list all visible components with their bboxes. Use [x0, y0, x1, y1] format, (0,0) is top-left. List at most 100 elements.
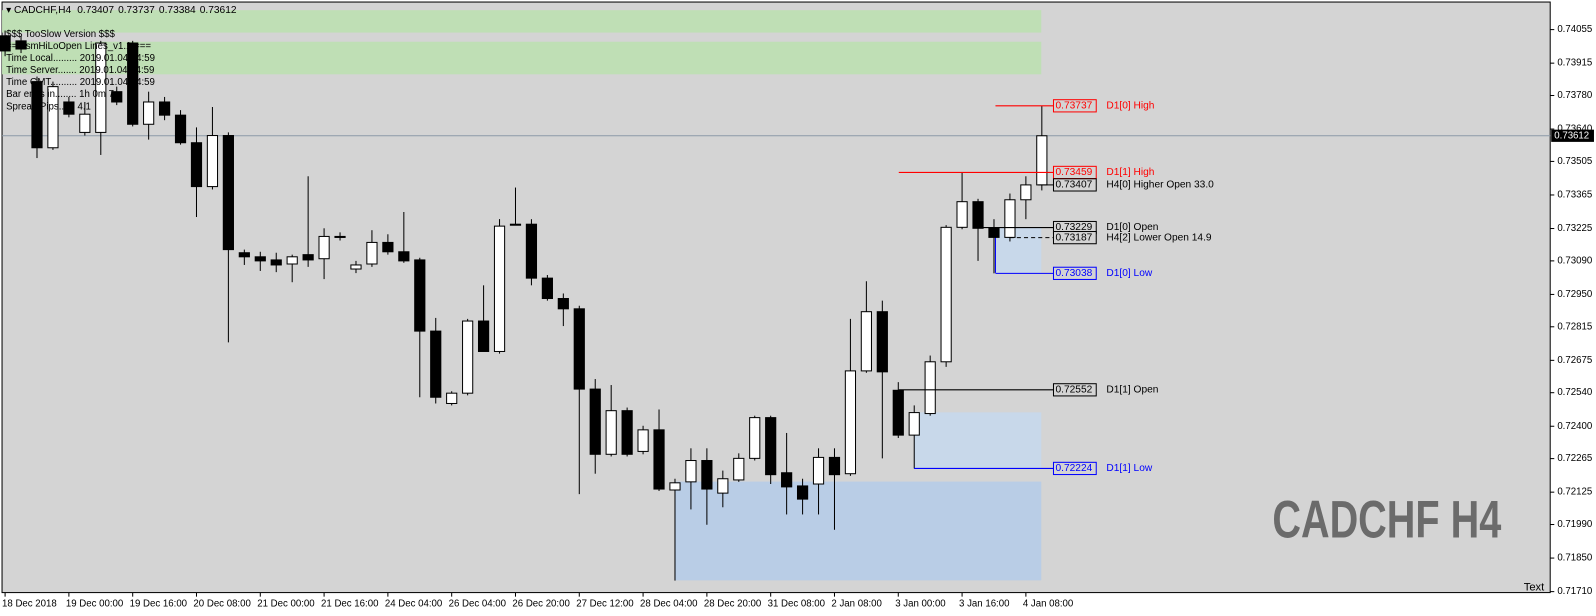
x-tick-label: 19 Dec 16:00	[130, 598, 187, 609]
close: 0.73612	[200, 5, 237, 16]
symbol: CADCHF,H4	[14, 5, 71, 16]
candle-body	[749, 417, 761, 459]
x-tick-label: 3 Jan 16:00	[959, 598, 1009, 609]
candle-body	[860, 311, 872, 372]
level-box	[1052, 383, 1097, 397]
candle-body	[382, 241, 394, 253]
candle-body	[908, 412, 920, 436]
y-tick-label: 0.72125	[1557, 487, 1592, 498]
x-tick-label: 28 Dec 04:00	[640, 598, 697, 609]
info-line: $$$ TooSlow Version $$$	[6, 29, 115, 40]
candle-body	[988, 227, 1000, 238]
candle-body	[79, 113, 91, 133]
x-tick-label: 27 Dec 12:00	[576, 598, 633, 609]
y-tick-label: 0.73915	[1557, 58, 1592, 69]
level-name: D1[0] High	[1106, 100, 1154, 111]
candle-body	[414, 259, 426, 332]
level-box	[1052, 178, 1097, 192]
candle-body	[669, 482, 681, 491]
level-price: 0.73407	[1056, 180, 1093, 191]
level-price: 0.73038	[1056, 268, 1093, 279]
candle-body	[398, 251, 410, 262]
info-line: Time Server....... 2019.01.04 14:59	[6, 65, 154, 76]
y-tick-label: 0.71850	[1557, 553, 1592, 564]
candle-body	[717, 478, 729, 494]
high: 0.73737	[118, 5, 155, 16]
symbol-marker: ▾	[6, 5, 14, 16]
candle-body	[158, 101, 171, 116]
candle-body	[270, 259, 282, 266]
candle-body	[605, 410, 617, 455]
x-tick-label: 3 Jan 00:00	[895, 598, 945, 609]
y-tick-label: 0.73365	[1557, 190, 1592, 201]
candle-body	[876, 311, 888, 373]
y-tick-label: 0.72950	[1557, 289, 1592, 300]
y-tick-label: 0.73780	[1557, 90, 1592, 101]
level-name: D1[0] Open	[1106, 222, 1158, 233]
y-tick-label: 0.72540	[1557, 387, 1592, 398]
x-tick-label: 20 Dec 08:00	[193, 598, 250, 609]
y-tick-label: 0.72400	[1557, 421, 1592, 432]
info-line: Spread Pips...... 4.1	[6, 101, 91, 112]
level-name: H4[2] Lower Open 14.9	[1106, 232, 1212, 243]
zone	[2, 41, 1042, 75]
candle-body	[1020, 184, 1032, 201]
level-box	[1052, 231, 1097, 245]
candle-body	[956, 201, 968, 228]
range-box	[674, 481, 1042, 581]
candle-body	[733, 457, 745, 481]
candle-body	[206, 135, 219, 188]
level-price: 0.73459	[1056, 167, 1093, 178]
candle-body	[796, 485, 809, 500]
candle-body	[621, 410, 633, 455]
candle-body	[222, 135, 234, 251]
candle-body	[701, 460, 713, 490]
candle-body	[892, 389, 904, 436]
x-tick-label: 18 Dec 2018	[2, 598, 57, 609]
y-tick-label: 0.73225	[1557, 223, 1592, 234]
candle-body	[0, 35, 11, 52]
y-tick-label: 0.73640	[1557, 124, 1592, 135]
candle-body	[446, 392, 458, 404]
bid-label: 0.73612	[1554, 130, 1589, 141]
overlay: $$$ TooSlow Version $$$=== smHiLoOpen Li…	[6, 29, 1214, 476]
level-name: H4[0] Higher Open 33.0	[1106, 180, 1214, 191]
candle-body	[1036, 135, 1048, 186]
y-tick-label: 0.74055	[1557, 24, 1592, 35]
candle-body	[1004, 199, 1016, 238]
range-box	[914, 412, 1042, 469]
y-tick-label: 0.73505	[1557, 156, 1592, 167]
level-price: 0.72224	[1056, 463, 1093, 474]
level-name: D1[0] Low	[1106, 268, 1152, 279]
candle-body	[15, 40, 27, 50]
candle-body	[318, 235, 330, 260]
corner-text: Text	[1524, 581, 1545, 593]
candle-body	[765, 417, 777, 476]
x-tick-label: 19 Dec 00:00	[66, 598, 123, 609]
y-tick-label: 0.71990	[1557, 519, 1592, 530]
level-name: D1[1] Low	[1106, 463, 1152, 474]
x-tick-label: 26 Dec 20:00	[512, 598, 569, 609]
range-box	[995, 228, 1042, 273]
candle-body	[31, 81, 43, 149]
x-tick-label: 28 Dec 20:00	[704, 598, 761, 609]
candle-body	[493, 225, 506, 352]
level-price: 0.73187	[1056, 232, 1093, 243]
candle-body	[238, 252, 250, 258]
candle-body	[127, 42, 139, 125]
level-price: 0.73229	[1056, 222, 1093, 233]
candle-body	[589, 388, 601, 455]
x-tick-label: 21 Dec 00:00	[257, 598, 314, 609]
candle-body	[525, 223, 538, 279]
level-price: 0.73737	[1056, 100, 1093, 111]
x-tick-label: 26 Dec 04:00	[449, 598, 506, 609]
candle-body	[573, 308, 585, 390]
candle-body	[812, 456, 825, 485]
level-name: D1[1] Open	[1106, 385, 1158, 396]
candle-body	[924, 361, 936, 415]
candle-body	[940, 226, 952, 363]
candle-body	[190, 142, 203, 188]
y-tick-label: 0.72815	[1557, 321, 1592, 332]
